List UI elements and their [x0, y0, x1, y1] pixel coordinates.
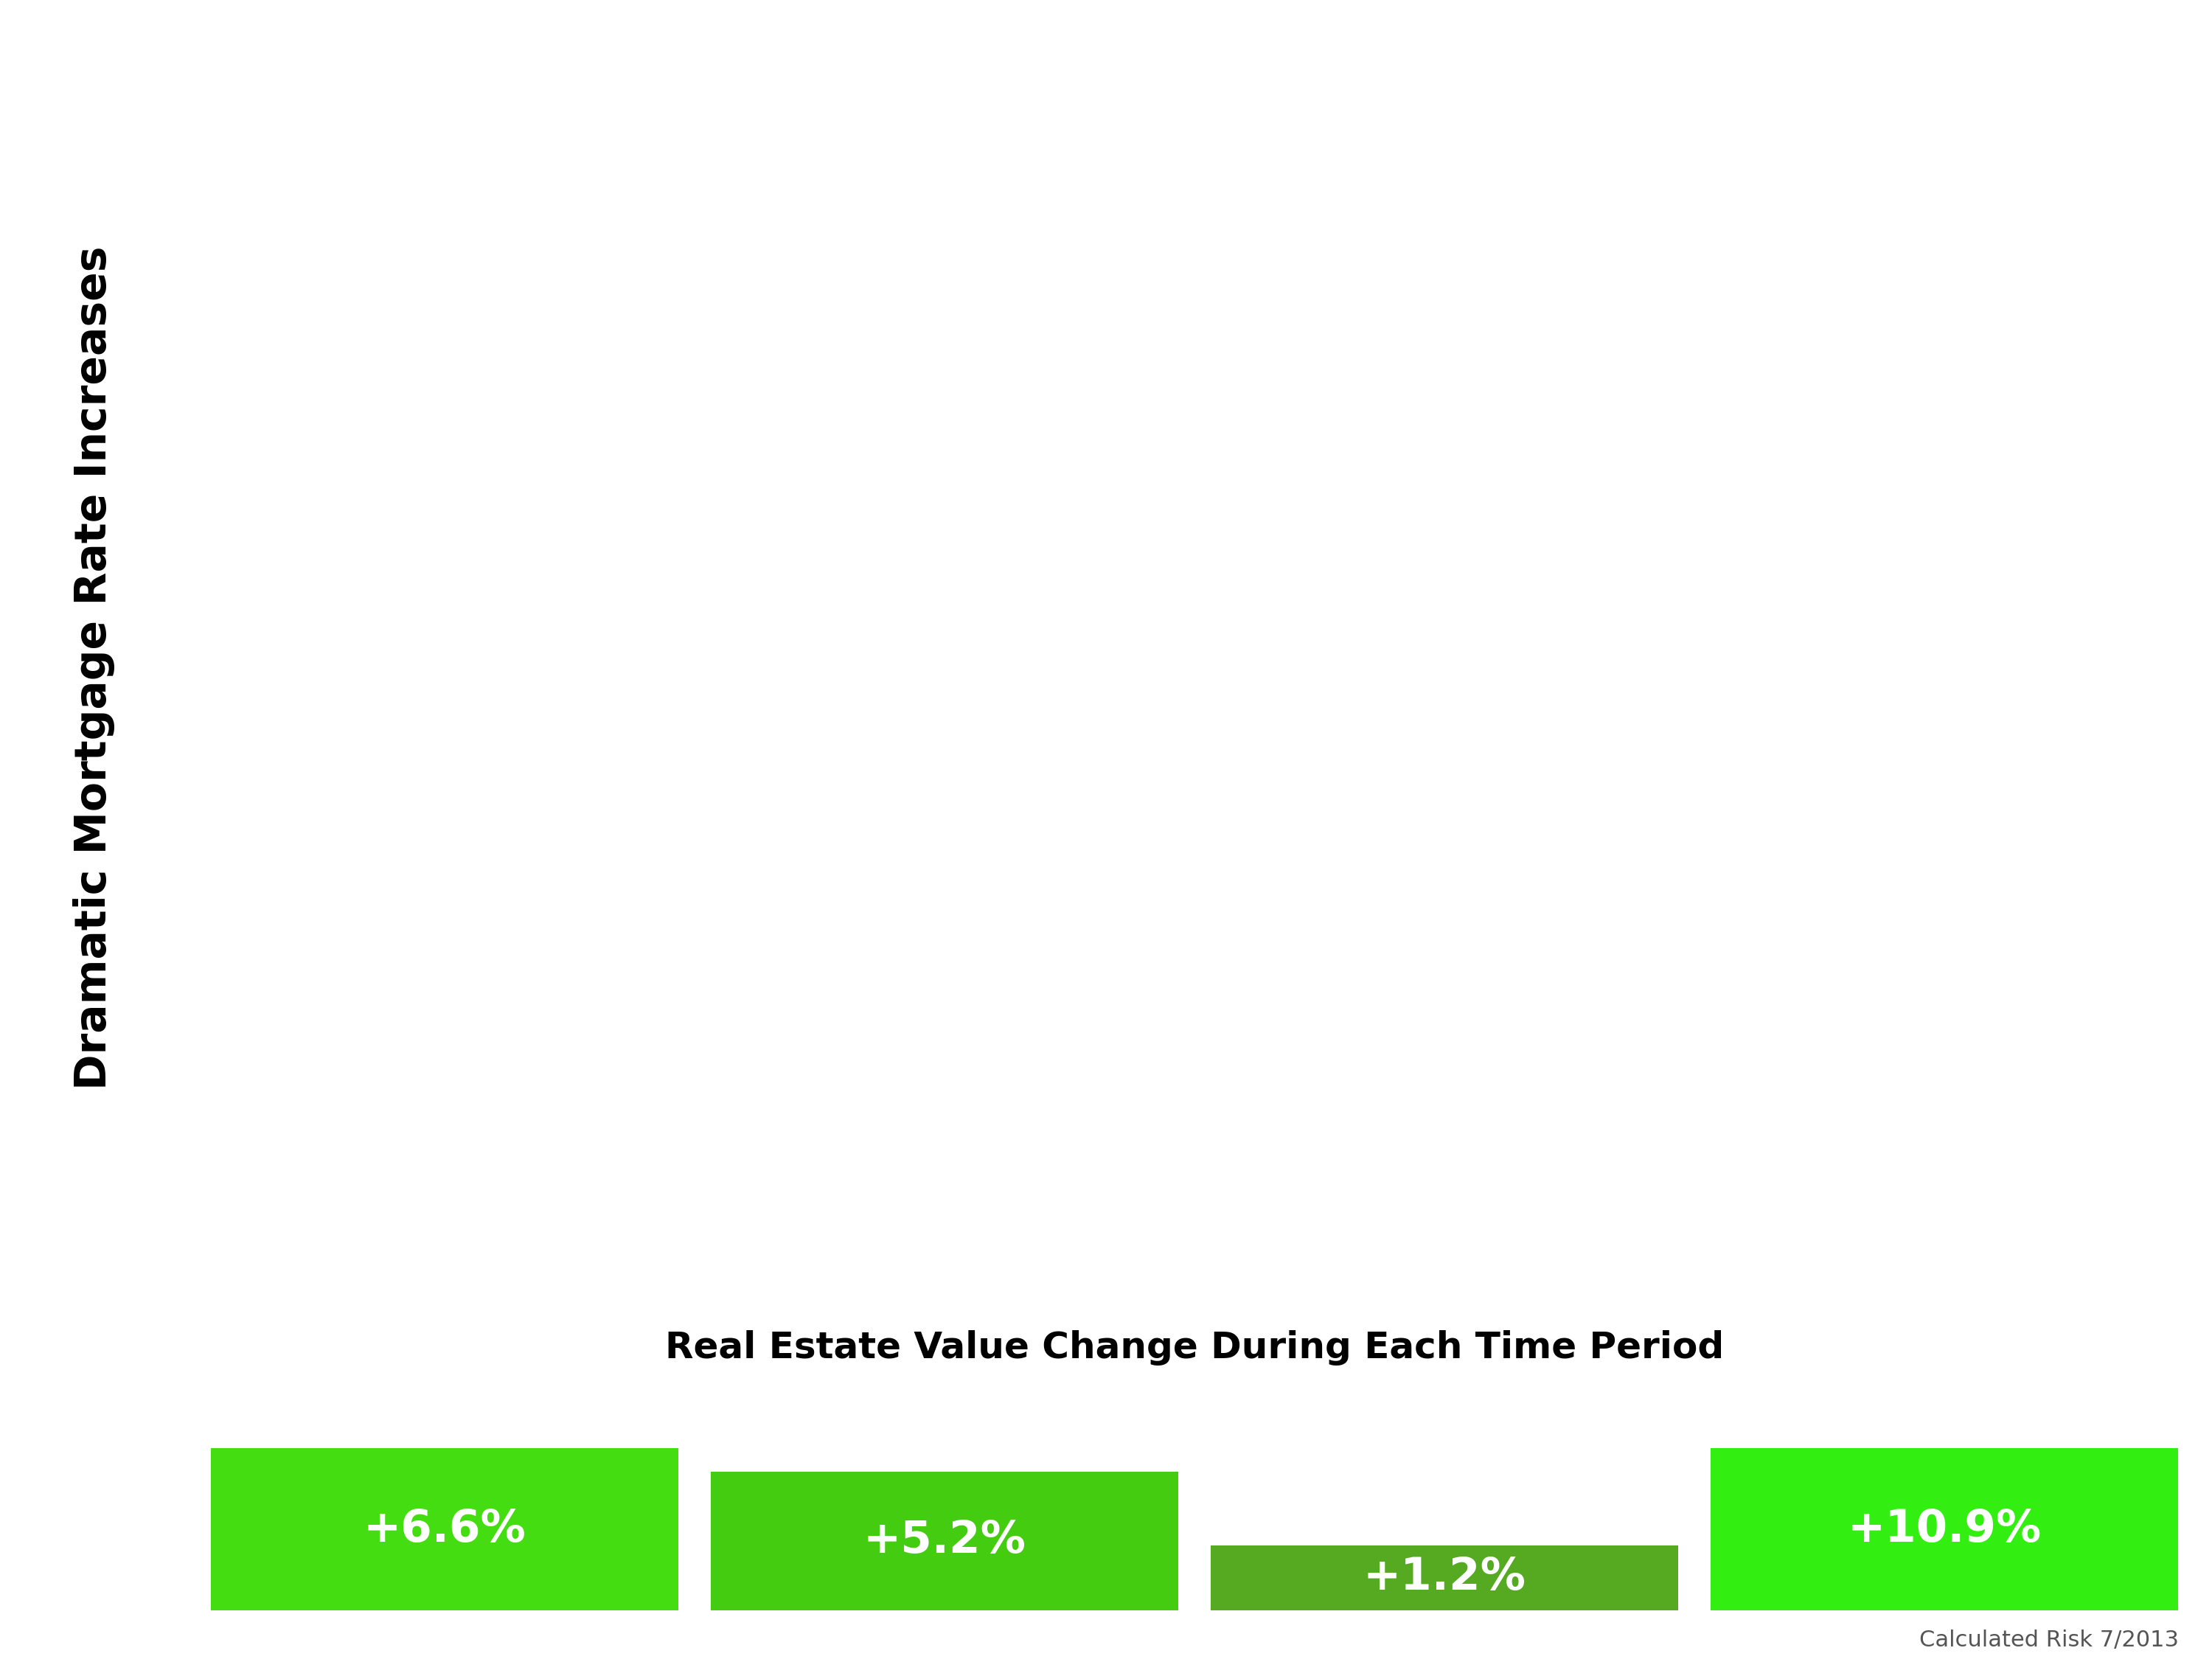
Text: December: December [1301, 221, 1471, 252]
Text: 1987: 1987 [845, 309, 927, 342]
Text: 9.04: 9.04 [830, 1065, 940, 1108]
Text: Calculated Risk 7/2013: Calculated Risk 7/2013 [1920, 1629, 2179, 1651]
Text: 8.52: 8.52 [1820, 96, 1951, 148]
Text: +5.2%: +5.2% [863, 1520, 1026, 1563]
Text: 1994: 1994 [1345, 309, 1427, 342]
Text: Real Estate Value Change During Each Time Period: Real Estate Value Change During Each Tim… [666, 1331, 1723, 1365]
FancyBboxPatch shape [1710, 1448, 2179, 1609]
Text: March 1987: March 1987 [807, 1176, 964, 1201]
Text: Dramatic Mortgage Rate Increases: Dramatic Mortgage Rate Increases [73, 246, 115, 1090]
Text: 2000: 2000 [1845, 309, 1927, 342]
Text: 14.67: 14.67 [301, 96, 471, 148]
Text: 6.92: 6.92 [1829, 1065, 1942, 1108]
Text: April 1999: April 1999 [1816, 1176, 1953, 1201]
FancyBboxPatch shape [210, 1448, 679, 1609]
Text: +1.2%: +1.2% [1363, 1556, 1526, 1599]
Text: July: July [356, 221, 416, 252]
Text: October: October [821, 221, 951, 252]
Text: +6.6%: +6.6% [363, 1508, 526, 1551]
Text: 12.63: 12.63 [314, 1065, 458, 1108]
Text: October 1993: October 1993 [1294, 1176, 1478, 1201]
FancyBboxPatch shape [1210, 1546, 1679, 1609]
FancyBboxPatch shape [710, 1472, 1179, 1609]
Text: May: May [1851, 221, 1920, 252]
Text: 11.26: 11.26 [801, 96, 969, 148]
Text: May 1983: May 1983 [321, 1176, 451, 1201]
Text: 9.20: 9.20 [1321, 96, 1451, 148]
Text: 1984: 1984 [345, 309, 427, 342]
Text: 6.83: 6.83 [1329, 1065, 1440, 1108]
Text: +10.9%: +10.9% [1847, 1508, 2042, 1551]
